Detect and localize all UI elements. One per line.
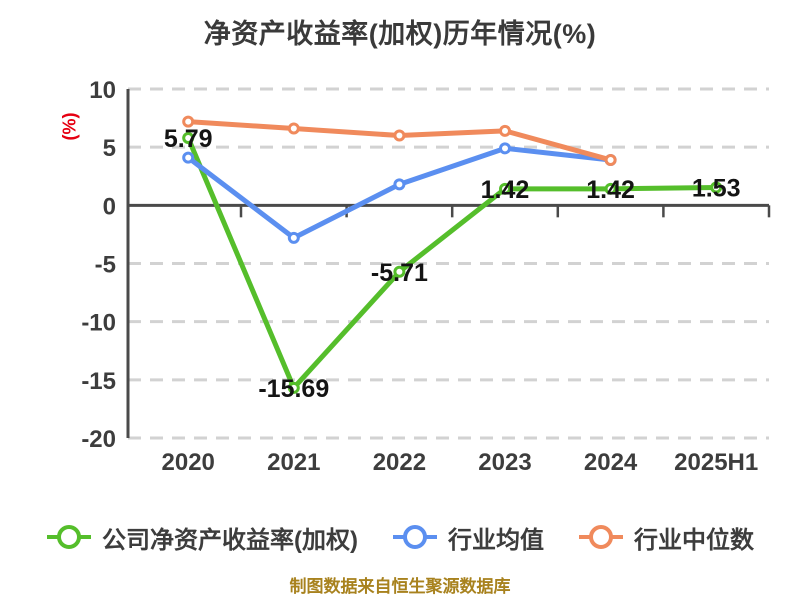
- series-line-1: [185, 145, 614, 241]
- data-point-marker: [499, 142, 511, 155]
- y-tick-label: 0: [103, 193, 116, 220]
- data-point-marker: [499, 124, 511, 137]
- legend-label-company-roe: 公司净资产收益率(加权): [102, 526, 358, 554]
- data-point-marker: [182, 115, 195, 128]
- legend-item-industry-median: 行业中位数: [578, 520, 754, 555]
- y-tick-label: -20: [81, 426, 116, 453]
- y-tick-label: 5: [103, 135, 116, 162]
- data-source-note: 制图数据来自恒生聚源数据库: [289, 577, 511, 596]
- data-point-marker: [287, 231, 300, 244]
- value-label: 1.42: [586, 176, 635, 204]
- y-tick-label: -15: [81, 368, 116, 395]
- value-label: -15.69: [258, 375, 329, 403]
- y-tick-label: -5: [95, 252, 116, 279]
- value-label: 1.42: [481, 176, 530, 204]
- value-label: -5.71: [371, 259, 428, 287]
- value-label: 5.79: [164, 125, 213, 153]
- x-tick-label: 2020: [162, 449, 215, 476]
- data-point-marker: [393, 129, 406, 142]
- legend-marker-green-icon: [47, 525, 91, 549]
- data-point-marker: [287, 381, 300, 394]
- legend-label-industry-mean: 行业均值: [447, 526, 544, 554]
- data-point-marker: [287, 122, 300, 135]
- data-point-marker: [604, 182, 617, 195]
- legend-marker-blue-icon: [392, 525, 437, 549]
- legend-marker-orange-icon: [578, 525, 623, 549]
- data-point-marker: [182, 151, 195, 164]
- x-tick-label: 2024: [584, 449, 638, 476]
- data-point-marker: [393, 265, 406, 278]
- legend-item-company-roe: 公司净资产收益率(加权): [46, 520, 358, 555]
- data-point-marker: [710, 181, 723, 194]
- x-tick-label: 2025H1: [674, 449, 758, 476]
- legend-label-industry-median: 行业中位数: [633, 526, 754, 554]
- value-label: 1.53: [692, 175, 741, 203]
- legend-item-industry-mean: 行业均值: [392, 520, 544, 555]
- x-tick-label: 2023: [478, 449, 531, 476]
- data-point-marker: [182, 131, 195, 144]
- data-point-marker: [499, 182, 511, 195]
- x-tick-label: 2021: [267, 449, 320, 476]
- data-point-marker: [604, 153, 617, 166]
- chart-legend: 公司净资产收益率(加权) 行业均值 行业中位数: [0, 514, 800, 560]
- y-tick-label: -10: [81, 310, 116, 337]
- y-tick-label: 10: [89, 77, 116, 104]
- data-point-marker: [393, 178, 406, 191]
- series-line-0: [185, 135, 719, 391]
- x-tick-label: 2022: [373, 449, 426, 476]
- chart-title: 净资产收益率(加权)历年情况(%): [203, 19, 597, 49]
